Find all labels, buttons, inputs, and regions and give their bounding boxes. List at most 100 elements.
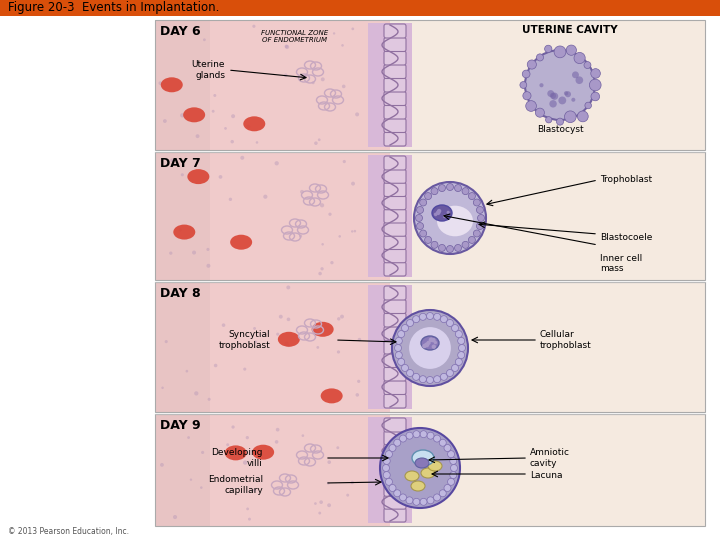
Bar (155, 414, 210, 526)
Bar (155, 282, 210, 412)
Ellipse shape (187, 169, 210, 184)
Circle shape (358, 338, 361, 341)
FancyBboxPatch shape (384, 209, 406, 223)
Circle shape (536, 54, 544, 61)
Circle shape (328, 213, 332, 216)
Circle shape (287, 345, 290, 347)
Circle shape (392, 310, 468, 386)
Circle shape (523, 92, 531, 100)
Circle shape (469, 193, 475, 200)
Ellipse shape (312, 322, 333, 337)
Circle shape (395, 352, 402, 359)
Text: FUNCTIONAL ZONE
OF ENDOMETRIUM: FUNCTIONAL ZONE OF ENDOMETRIUM (261, 30, 328, 43)
Circle shape (201, 451, 204, 454)
Circle shape (402, 364, 408, 372)
FancyBboxPatch shape (384, 394, 406, 408)
Text: Syncytial
trophoblast: Syncytial trophoblast (218, 330, 270, 350)
Circle shape (243, 461, 247, 465)
Bar (155, 282, 390, 412)
Circle shape (287, 318, 290, 321)
Bar (155, 152, 705, 280)
Circle shape (446, 369, 454, 376)
Circle shape (276, 428, 279, 431)
Circle shape (536, 108, 544, 117)
Circle shape (318, 511, 321, 515)
Circle shape (287, 286, 290, 289)
Circle shape (419, 376, 426, 383)
Bar (390, 20, 705, 150)
FancyBboxPatch shape (384, 444, 406, 458)
Circle shape (477, 206, 483, 213)
Circle shape (180, 113, 184, 118)
Circle shape (522, 70, 530, 78)
Ellipse shape (421, 336, 439, 350)
Circle shape (469, 237, 475, 244)
Circle shape (319, 501, 323, 504)
Circle shape (575, 76, 583, 84)
Circle shape (340, 315, 344, 319)
Circle shape (462, 241, 469, 248)
Circle shape (196, 134, 199, 138)
FancyBboxPatch shape (384, 51, 406, 65)
Ellipse shape (411, 481, 425, 491)
Circle shape (444, 484, 451, 491)
Text: DAY 8: DAY 8 (160, 287, 201, 300)
FancyBboxPatch shape (384, 469, 406, 483)
Circle shape (415, 214, 423, 221)
Bar (0, 0, 720, 16)
Circle shape (328, 460, 331, 464)
Circle shape (330, 261, 333, 265)
Circle shape (248, 518, 251, 521)
Circle shape (186, 370, 188, 373)
Text: UTERINE CAVITY: UTERINE CAVITY (522, 25, 618, 35)
Circle shape (169, 252, 173, 255)
Circle shape (318, 272, 322, 275)
Circle shape (564, 111, 576, 123)
Circle shape (285, 45, 289, 49)
Circle shape (321, 77, 325, 82)
Circle shape (203, 38, 206, 41)
Circle shape (179, 228, 182, 232)
Circle shape (443, 215, 446, 218)
Circle shape (547, 90, 554, 97)
Circle shape (431, 241, 438, 248)
Circle shape (207, 398, 211, 401)
Circle shape (431, 188, 438, 194)
FancyBboxPatch shape (384, 156, 406, 170)
Circle shape (314, 330, 316, 333)
Circle shape (554, 46, 566, 58)
Circle shape (446, 184, 454, 191)
Circle shape (219, 175, 222, 179)
Circle shape (346, 494, 349, 497)
FancyBboxPatch shape (384, 24, 406, 38)
Ellipse shape (161, 77, 183, 92)
Text: Developing
villi: Developing villi (212, 448, 263, 468)
FancyBboxPatch shape (384, 37, 406, 51)
Circle shape (161, 387, 164, 389)
FancyBboxPatch shape (384, 195, 406, 210)
Circle shape (299, 234, 302, 238)
Circle shape (434, 213, 438, 216)
Circle shape (252, 25, 256, 28)
Ellipse shape (437, 206, 473, 237)
Circle shape (314, 141, 318, 145)
Circle shape (354, 230, 356, 232)
Ellipse shape (412, 450, 434, 466)
Text: DAY 9: DAY 9 (160, 419, 201, 432)
Circle shape (275, 440, 279, 444)
FancyBboxPatch shape (384, 64, 406, 78)
Circle shape (448, 451, 454, 458)
Ellipse shape (421, 468, 435, 478)
Circle shape (192, 251, 196, 254)
Circle shape (231, 426, 235, 429)
Circle shape (212, 110, 215, 113)
Text: Figure 20-3  Events in Implantation.: Figure 20-3 Events in Implantation. (8, 2, 220, 15)
Circle shape (420, 230, 427, 237)
Circle shape (400, 494, 407, 501)
Ellipse shape (278, 332, 300, 347)
Circle shape (256, 141, 258, 144)
FancyBboxPatch shape (384, 105, 406, 119)
Circle shape (327, 482, 330, 485)
Text: Uterine
glands: Uterine glands (192, 60, 225, 80)
Circle shape (526, 100, 536, 111)
